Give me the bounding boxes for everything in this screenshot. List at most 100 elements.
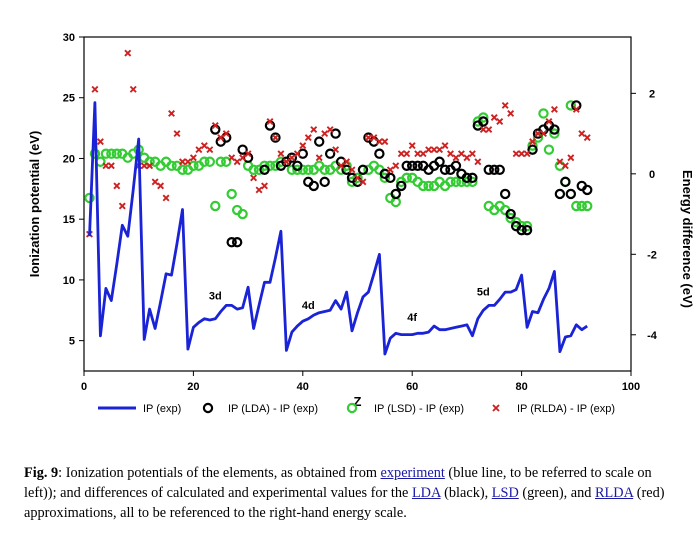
data-point: [479, 126, 487, 134]
data-point: [177, 164, 188, 175]
data-point: [485, 126, 493, 134]
data-point: [173, 130, 181, 138]
data-point: [341, 164, 352, 175]
lsd-link[interactable]: LSD: [491, 485, 519, 501]
data-point: [478, 116, 489, 127]
data-point: [447, 150, 454, 158]
data-point: [315, 154, 323, 162]
legend-swatch: [346, 402, 358, 414]
right-tick-label: 2: [649, 88, 655, 100]
caption-text-4: (green), and: [518, 485, 595, 501]
data-point: [146, 162, 154, 170]
data-point: [436, 146, 444, 154]
data-point: [237, 144, 248, 155]
data-point: [293, 150, 301, 158]
data-point: [423, 180, 434, 192]
experiment-link[interactable]: experiment: [380, 465, 445, 481]
data-point: [571, 200, 582, 212]
data-point: [222, 130, 230, 138]
data-point: [543, 144, 555, 155]
data-point: [282, 158, 290, 166]
right-axis-ticks: -4 -2 0 2: [631, 88, 658, 342]
caption-text-5: (red) approximations, all to be referenc…: [24, 485, 665, 521]
legend-swatch: [492, 404, 500, 412]
legend-label: IP (RLDA) - IP (exp): [517, 403, 615, 415]
caption-text-1: : Ionization potentials of the elements,…: [58, 465, 381, 481]
annotation-label: 5d: [477, 287, 490, 299]
data-point: [417, 180, 429, 192]
data-point: [452, 154, 460, 162]
x-tick-label: 0: [81, 381, 87, 393]
x-axis-title: Z: [354, 394, 362, 409]
data-point: [549, 128, 560, 139]
legend-item: IP (LDA) - IP (exp): [202, 402, 318, 415]
data-point: [461, 172, 473, 184]
data-point: [91, 85, 99, 93]
data-point: [414, 150, 422, 158]
data-point: [490, 114, 498, 121]
data-point: [124, 49, 132, 57]
data-point: [489, 164, 500, 175]
left-tick-label: 30: [63, 32, 75, 44]
legend-label: IP (LSD) - IP (exp): [374, 403, 464, 415]
data-point: [494, 164, 505, 175]
right-tick-label: 0: [649, 169, 655, 181]
data-point: [554, 188, 566, 200]
lda-link[interactable]: LDA: [411, 485, 441, 501]
data-point: [474, 158, 482, 166]
data-point: [304, 134, 312, 142]
data-point: [501, 101, 509, 109]
data-point: [233, 158, 241, 166]
data-point: [107, 162, 115, 170]
x-tick-label: 100: [622, 381, 640, 393]
data-point: [439, 164, 451, 175]
data-point: [248, 164, 259, 175]
data-point: [162, 194, 170, 202]
data-point: [210, 200, 221, 212]
data-point: [228, 154, 236, 162]
data-point: [330, 128, 341, 139]
caption-text-3: (black),: [440, 485, 492, 501]
data-point: [523, 150, 531, 158]
data-point: [561, 162, 569, 170]
caption-text-2: (blue line, to be referred to scale on l…: [24, 465, 652, 501]
data-point: [386, 166, 394, 174]
data-point: [84, 192, 95, 204]
data-point: [392, 162, 400, 170]
data-point: [178, 158, 186, 166]
data-point: [337, 162, 345, 170]
data-point: [397, 150, 405, 158]
ionization-chart: 0 20 40 60 80 100 5 10 15 20 25 30 -4 -2 0 2 3d 4d 4f 5d…: [27, 32, 695, 415]
annotation-label: 4d: [302, 300, 315, 312]
data-point: [226, 188, 237, 200]
data-point: [507, 109, 515, 117]
data-point: [505, 208, 516, 220]
data-point: [583, 134, 591, 142]
data-point: [292, 164, 303, 175]
data-point: [100, 148, 112, 159]
data-point: [321, 130, 329, 138]
data-point: [516, 224, 527, 236]
data-point: [408, 142, 416, 150]
left-axis-title: Ionization potential (eV): [27, 131, 42, 278]
data-point: [288, 154, 296, 162]
data-point: [237, 208, 248, 220]
data-point: [381, 138, 389, 146]
rlda-link[interactable]: RLDA: [595, 485, 634, 501]
data-point: [297, 148, 308, 159]
data-point: [166, 160, 177, 171]
data-point: [425, 146, 433, 154]
data-point: [450, 176, 462, 188]
data-point: [478, 112, 489, 123]
data-point: [582, 184, 593, 196]
plot-frame: [83, 36, 632, 372]
data-point: [521, 224, 533, 236]
ip-exp-line: [88, 101, 588, 356]
data-point: [496, 118, 504, 125]
data-point: [195, 146, 203, 154]
data-point: [199, 156, 210, 167]
data-point: [102, 162, 110, 170]
x-tick-label: 20: [187, 381, 199, 393]
data-point: [582, 200, 593, 212]
legend-label: IP (LDA) - IP (exp): [228, 403, 318, 415]
